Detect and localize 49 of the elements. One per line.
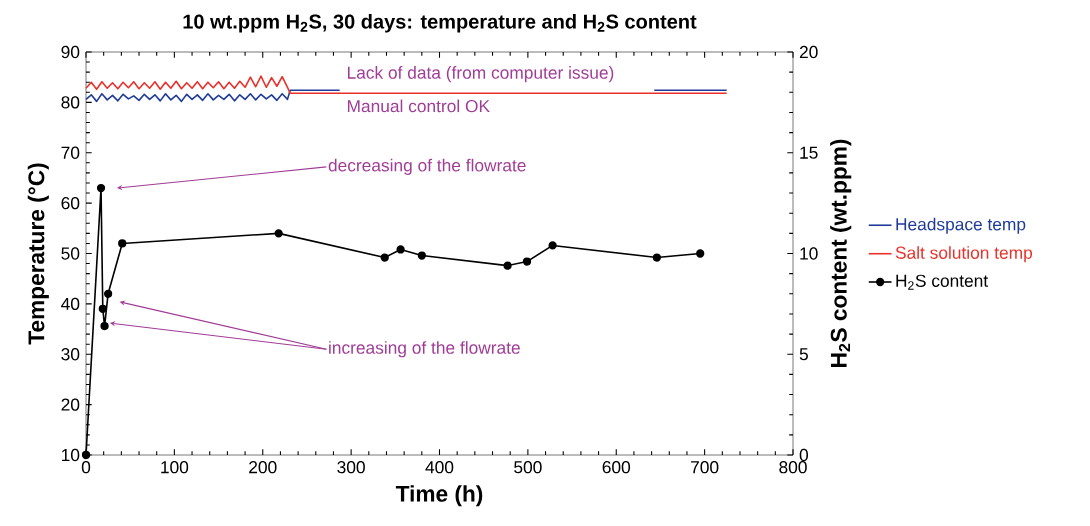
y-tick-label: 90 [61, 45, 80, 59]
y-tick-label: 10 [62, 448, 80, 462]
x-axis-title: Time (h) [395, 485, 483, 507]
y-tick-label: 50 [61, 247, 80, 260]
y-tick-label: 80 [61, 96, 80, 109]
point [417, 251, 426, 260]
x-tick-label: 700 [691, 461, 719, 474]
x-tick-label: 300 [337, 461, 365, 474]
legend-label: H$_{2}$S content [896, 274, 989, 290]
x-tick-label: 100 [161, 461, 189, 474]
y-tick-label: 60 [61, 196, 80, 210]
y-axis-title: Temperature (°C) [27, 163, 49, 345]
annotation: Manual control OK [347, 99, 490, 113]
point [118, 239, 127, 248]
legend-label: Headspace temp [896, 217, 1026, 234]
y2-axis-title: H$_{2}$S content (wt.ppm) [830, 139, 852, 367]
x-tick-label: 600 [602, 461, 631, 474]
y-tick-label: 40 [61, 297, 80, 311]
point [100, 321, 109, 331]
point [503, 261, 512, 270]
y-tick-label: 20 [61, 398, 80, 411]
point [103, 289, 113, 298]
legend-label: Salt solution temp [895, 246, 1033, 263]
x-tick-label: 0 [81, 461, 91, 474]
x-tick-label: 400 [425, 461, 454, 474]
point [522, 257, 532, 266]
y-tick-label: 70 [61, 146, 80, 159]
point [396, 245, 405, 254]
y2-tick-label: 15 [800, 146, 818, 159]
point [98, 304, 107, 314]
point [696, 249, 705, 258]
y2-tick-label: 0 [799, 448, 809, 462]
point [548, 241, 557, 250]
y2-tick-label: 10 [800, 247, 818, 260]
y-tick-label: 30 [61, 348, 80, 361]
x-tick-label: 500 [514, 461, 542, 474]
x-tick-label: 800 [779, 461, 807, 474]
point [96, 183, 106, 193]
point [81, 450, 91, 460]
annotation: increasing of the flowrate [329, 341, 520, 358]
y2-tick-label: 5 [799, 348, 808, 361]
point [652, 253, 662, 262]
point [274, 229, 283, 238]
x-tick-label: 200 [249, 461, 277, 474]
chart-title: 10 wt.ppm H$_{2}$S, 30 days: temperature and H$_{2}$S content [183, 13, 697, 33]
annotation: decreasing of the flowrate [328, 158, 526, 175]
annotation: Lack of data (from computer issue) [347, 66, 614, 83]
y2-tick-label: 20 [799, 45, 818, 59]
point [380, 253, 389, 262]
